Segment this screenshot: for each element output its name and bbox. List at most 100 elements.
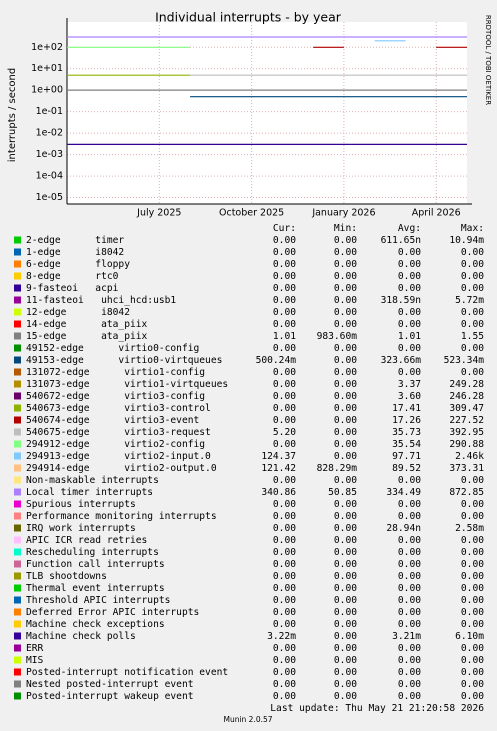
y-tick-label: 1e-05 xyxy=(36,192,63,203)
legend-value: 0.00 xyxy=(273,679,296,690)
side-note: RRDTOOL / TOBI OETIKER xyxy=(484,15,492,105)
legend-value: 0.00 xyxy=(273,271,296,282)
legend-value: 3.37 xyxy=(398,379,421,390)
legend-name: Rescheduling interrupts xyxy=(26,547,159,558)
legend-value: 0.00 xyxy=(334,295,357,306)
legend-value: 0.00 xyxy=(273,667,296,678)
legend-value: 373.31 xyxy=(449,463,484,474)
x-tick-label: January 2026 xyxy=(311,208,375,219)
legend-value: 0.00 xyxy=(273,367,296,378)
legend-value: 0.00 xyxy=(398,667,421,678)
legend-value: 0.00 xyxy=(334,475,357,486)
legend-value: 0.00 xyxy=(273,547,296,558)
legend-value: 3.21m xyxy=(392,631,421,642)
legend-value: 0.00 xyxy=(461,547,484,558)
legend-swatch xyxy=(14,476,21,484)
legend-swatch xyxy=(14,668,21,676)
legend-value: 0.00 xyxy=(334,499,357,510)
legend-value: 0.00 xyxy=(334,415,357,426)
legend-value: 0.00 xyxy=(273,595,296,606)
legend-value: 0.00 xyxy=(398,283,421,294)
legend-value: 5.72m xyxy=(455,295,484,306)
legend-value: 0.00 xyxy=(273,499,296,510)
legend-swatch xyxy=(14,500,21,508)
legend-name: 1-edge i8042 xyxy=(26,247,124,258)
legend-value: 0.00 xyxy=(334,523,357,534)
legend-value: 0.00 xyxy=(398,259,421,270)
legend-value: 0.00 xyxy=(398,559,421,570)
legend-swatch xyxy=(14,428,21,436)
legend-value: 0.00 xyxy=(273,379,296,390)
legend-value: 35.73 xyxy=(392,427,421,438)
legend-value: 0.00 xyxy=(398,511,421,522)
legend-value: 0.00 xyxy=(334,403,357,414)
legend-name: 540675-edge virtio3-request xyxy=(26,427,211,438)
y-tick-label: 1e+00 xyxy=(31,85,63,96)
legend-value: 3.22m xyxy=(267,631,296,642)
legend-name: 9-fasteoi acpi xyxy=(26,283,119,294)
legend-value: 828.29m xyxy=(317,463,358,474)
legend-value: 0.00 xyxy=(273,607,296,618)
legend-swatch xyxy=(14,632,21,640)
legend-swatch xyxy=(14,656,21,664)
legend-name: TLB shootdowns xyxy=(26,571,107,582)
legend-swatch xyxy=(14,380,21,388)
legend-value: 0.00 xyxy=(334,595,357,606)
legend-value: 0.00 xyxy=(334,307,357,318)
legend-swatch xyxy=(14,284,21,292)
legend-value: 0.00 xyxy=(334,547,357,558)
legend-name: Machine check polls xyxy=(26,631,136,642)
legend-value: 0.00 xyxy=(334,559,357,570)
legend-value: 0.00 xyxy=(461,607,484,618)
legend-value: 0.00 xyxy=(398,619,421,630)
legend-name: 14-edge ata_piix xyxy=(26,319,148,330)
legend-value: 0.00 xyxy=(398,655,421,666)
legend-swatch xyxy=(14,260,21,268)
legend-value: 0.00 xyxy=(334,679,357,690)
legend-value: 0.00 xyxy=(273,559,296,570)
legend-value: 0.00 xyxy=(334,451,357,462)
y-axis-label: interrupts / second xyxy=(7,68,18,162)
plot-area xyxy=(67,22,467,204)
legend-name: 15-edge ata_piix xyxy=(26,331,148,342)
legend-name: 540674-edge virtio3-event xyxy=(26,415,199,426)
y-tick-label: 1e-03 xyxy=(36,149,63,160)
legend-value: 0.00 xyxy=(273,247,296,258)
legend-value: 0.00 xyxy=(334,319,357,330)
legend-name: 11-fasteoi uhci_hcd:usb1 xyxy=(26,295,176,306)
legend-value: 0.00 xyxy=(398,367,421,378)
legend-swatch xyxy=(14,584,21,592)
legend-swatch xyxy=(14,308,21,316)
legend-value: 0.00 xyxy=(398,643,421,654)
footer: Munin 2.0.57 xyxy=(223,715,272,724)
legend-value: 0.00 xyxy=(273,475,296,486)
legend-value: 983.60m xyxy=(317,331,358,342)
legend-name: APIC ICR read retries xyxy=(26,535,147,546)
legend-value: 249.28 xyxy=(449,379,484,390)
legend-name: 49152-edge virtio0-config xyxy=(26,343,199,354)
legend-value: 0.00 xyxy=(334,511,357,522)
legend-value: 0.00 xyxy=(398,691,421,702)
legend-value: 6.10m xyxy=(455,631,484,642)
legend-swatch xyxy=(14,452,21,460)
legend-value: 0.00 xyxy=(273,283,296,294)
legend-value: 0.00 xyxy=(461,655,484,666)
legend-swatch xyxy=(14,236,21,244)
legend-value: 50.85 xyxy=(328,487,357,498)
legend-value: 0.00 xyxy=(461,475,484,486)
legend-name: 294912-edge virtio2-config xyxy=(26,439,205,450)
column-header: Cur: xyxy=(273,223,296,234)
legend-swatch xyxy=(14,536,21,544)
legend-name: Nested posted-interrupt event xyxy=(26,679,194,690)
legend-value: 309.47 xyxy=(449,403,484,414)
legend-swatch xyxy=(14,404,21,412)
legend-value: 89.52 xyxy=(392,463,421,474)
legend-value: 0.00 xyxy=(334,235,357,246)
legend-value: 0.00 xyxy=(273,295,296,306)
legend-swatch xyxy=(14,596,21,604)
legend-value: 0.00 xyxy=(273,523,296,534)
legend-name: MIS xyxy=(26,655,44,666)
legend-name: Threshold APIC interrupts xyxy=(26,595,170,606)
x-tick-label: July 2025 xyxy=(136,208,181,219)
